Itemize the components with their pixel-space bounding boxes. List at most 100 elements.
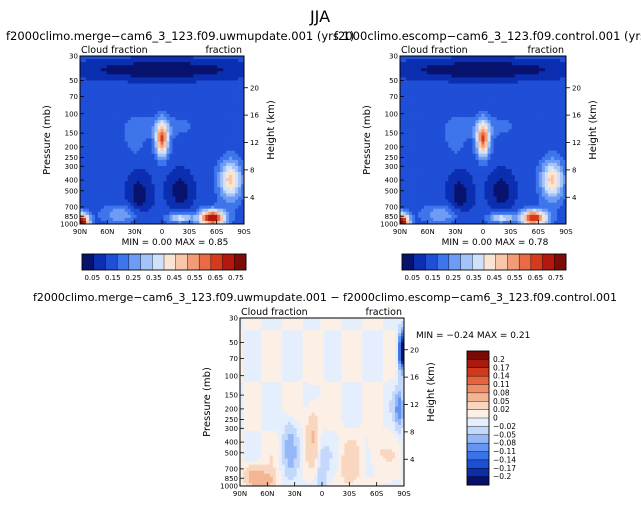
field-cell xyxy=(241,181,245,185)
field-cell xyxy=(157,220,161,225)
field-cell xyxy=(511,129,516,133)
field-cell xyxy=(406,153,410,158)
field-cell xyxy=(556,65,561,69)
field-cell xyxy=(166,89,170,94)
field-cell xyxy=(232,114,236,118)
field-cell xyxy=(80,80,84,84)
field-cell xyxy=(490,98,494,103)
field-cell xyxy=(481,86,485,90)
field-cell xyxy=(154,92,158,97)
field-cell xyxy=(544,147,549,152)
field-cell xyxy=(457,77,461,81)
field-cell xyxy=(553,114,558,118)
field-cell xyxy=(85,120,90,124)
field-cell xyxy=(559,95,564,100)
field-cell xyxy=(100,104,105,109)
field-cell xyxy=(160,59,164,63)
field-cell xyxy=(145,138,149,142)
field-cell xyxy=(463,71,467,75)
field-cell xyxy=(100,165,105,170)
field-cell xyxy=(235,74,239,78)
field-cell xyxy=(148,141,152,145)
field-cell xyxy=(199,95,203,100)
field-cell xyxy=(478,68,482,72)
field-cell xyxy=(451,104,455,109)
field-cell xyxy=(157,83,161,87)
field-cell xyxy=(205,89,209,94)
field-cell xyxy=(415,156,419,161)
field-cell xyxy=(241,141,245,145)
field-cell xyxy=(229,135,233,139)
field-cell xyxy=(223,138,227,142)
field-cell xyxy=(193,159,197,164)
field-cell xyxy=(547,89,552,94)
field-cell xyxy=(115,190,120,194)
field-cell xyxy=(112,202,117,207)
field-cell xyxy=(157,74,161,78)
field-cell xyxy=(496,144,500,149)
field-cell xyxy=(406,83,410,87)
field-cell xyxy=(400,156,404,161)
field-cell xyxy=(133,132,138,136)
field-cell xyxy=(154,217,158,222)
field-cell xyxy=(223,196,227,200)
field-cell xyxy=(91,114,96,118)
field-cell xyxy=(424,126,428,130)
field-cell xyxy=(454,92,458,97)
field-cell xyxy=(457,114,461,118)
field-cell xyxy=(235,77,239,81)
field-cell xyxy=(415,71,419,75)
field-cell xyxy=(415,132,419,136)
field-cell xyxy=(106,65,111,69)
field-cell xyxy=(148,193,152,197)
field-cell xyxy=(106,196,111,200)
field-cell xyxy=(511,83,516,87)
field-cell xyxy=(199,165,203,170)
field-cell xyxy=(481,144,485,149)
field-cell xyxy=(187,147,191,152)
field-cell xyxy=(82,56,87,60)
field-cell xyxy=(91,159,96,164)
right-tick-label: 20 xyxy=(250,84,259,92)
field-cell xyxy=(106,68,111,72)
field-cell xyxy=(493,156,497,161)
field-cell xyxy=(139,205,144,210)
field-cell xyxy=(118,199,123,204)
field-cell xyxy=(427,117,431,121)
field-cell xyxy=(127,65,132,69)
field-cell xyxy=(136,59,141,63)
field-cell xyxy=(82,120,87,124)
field-cell xyxy=(175,74,179,78)
field-cell xyxy=(229,132,233,136)
field-cell xyxy=(535,153,540,158)
field-cell xyxy=(448,123,452,127)
x-tick-label: 30S xyxy=(183,228,197,236)
field-cell xyxy=(166,147,170,152)
field-cell xyxy=(520,147,525,152)
field-cell xyxy=(145,56,149,60)
field-cell xyxy=(97,126,102,130)
field-cell xyxy=(460,150,464,155)
field-cell xyxy=(508,129,513,133)
field-cell xyxy=(427,126,431,130)
field-cell xyxy=(412,98,416,103)
field-cell xyxy=(214,181,218,185)
field-cell xyxy=(130,205,135,210)
field-cell xyxy=(532,65,537,69)
field-cell xyxy=(208,110,212,115)
field-cell xyxy=(136,172,141,176)
field-cell xyxy=(550,98,555,103)
field-cell xyxy=(409,62,413,66)
field-cell xyxy=(115,187,120,191)
field-cell xyxy=(460,95,464,100)
field-cell xyxy=(112,159,117,164)
field-cell xyxy=(121,120,126,124)
field-cell xyxy=(529,107,534,112)
field-cell xyxy=(478,62,482,66)
field-cell xyxy=(112,117,117,121)
field-cell xyxy=(199,62,203,66)
field-cell xyxy=(547,147,552,152)
field-cell xyxy=(115,169,120,173)
field-cell xyxy=(178,86,182,90)
field-cell xyxy=(481,132,485,136)
